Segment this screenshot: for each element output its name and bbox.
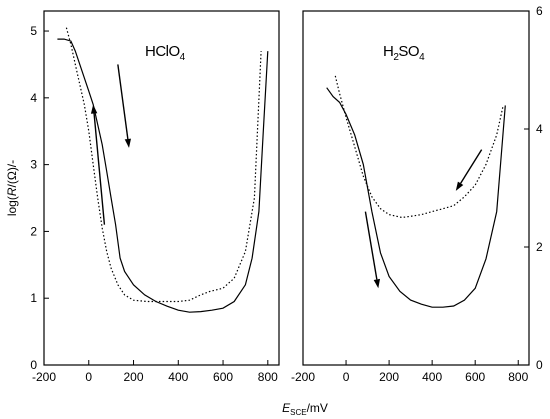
right-axis-ticks: -200 0 200 400 600 800 0 2 4 6 <box>291 4 543 384</box>
right-x-tick-label: -200 <box>291 370 315 384</box>
left-x-tick-label: 0 <box>85 370 92 384</box>
left-y-tick-label: 5 <box>30 24 37 38</box>
left-x-tick-label: -200 <box>32 370 56 384</box>
left-series-solid-line <box>57 38 269 313</box>
left-x-tick-label: 200 <box>124 370 144 384</box>
right-x-tick-label: 0 <box>343 370 350 384</box>
right-y-tick-label: 4 <box>536 122 543 136</box>
right-y-tick-label: 6 <box>536 4 543 18</box>
right-y-tick-label: 0 <box>536 358 543 372</box>
left-arrow-head <box>90 104 98 114</box>
left-panel-title: HClO4 <box>145 43 186 63</box>
left-y-tick-label: 0 <box>30 358 37 372</box>
left-y-tick-label: 3 <box>30 158 37 172</box>
left-series-group <box>57 27 269 313</box>
right-arrow-head <box>373 278 380 289</box>
right-x-tick-label: 800 <box>508 370 528 384</box>
right-panel: -200 0 200 400 600 800 0 2 4 6 H2SO4 <box>291 4 543 384</box>
left-y-tick-label: 4 <box>30 91 37 105</box>
left-series-dotted-line <box>65 27 262 303</box>
right-plot-frame <box>302 10 530 366</box>
right-x-tick-label: 400 <box>422 370 442 384</box>
left-arrow-shaft <box>117 64 129 140</box>
left-x-tick-label: 600 <box>213 370 233 384</box>
right-x-tick-label: 600 <box>465 370 485 384</box>
right-panel-title: H2SO4 <box>383 43 425 63</box>
left-plot-frame <box>43 10 280 366</box>
left-arrow-shaft <box>93 113 106 225</box>
right-arrow-head <box>455 181 464 191</box>
left-y-tick-label: 1 <box>30 291 37 305</box>
right-series-dotted-line <box>334 75 504 219</box>
right-series-group <box>326 75 506 308</box>
left-arrow-head <box>124 138 131 148</box>
right-series-solid-line <box>326 87 506 308</box>
right-y-tick-label: 2 <box>536 240 543 254</box>
y-axis-label: log(R/(Ω)/- <box>5 160 19 216</box>
left-x-tick-label: 800 <box>258 370 278 384</box>
right-x-tick-label: 200 <box>379 370 399 384</box>
left-arrows-group <box>90 64 131 225</box>
x-axis-label: ESCE/mV <box>282 401 328 417</box>
right-arrow-shaft <box>364 211 378 280</box>
right-arrow-shaft <box>459 149 483 184</box>
left-x-tick-label: 400 <box>168 370 188 384</box>
left-y-tick-label: 2 <box>30 224 37 238</box>
right-arrows-group <box>364 149 483 289</box>
